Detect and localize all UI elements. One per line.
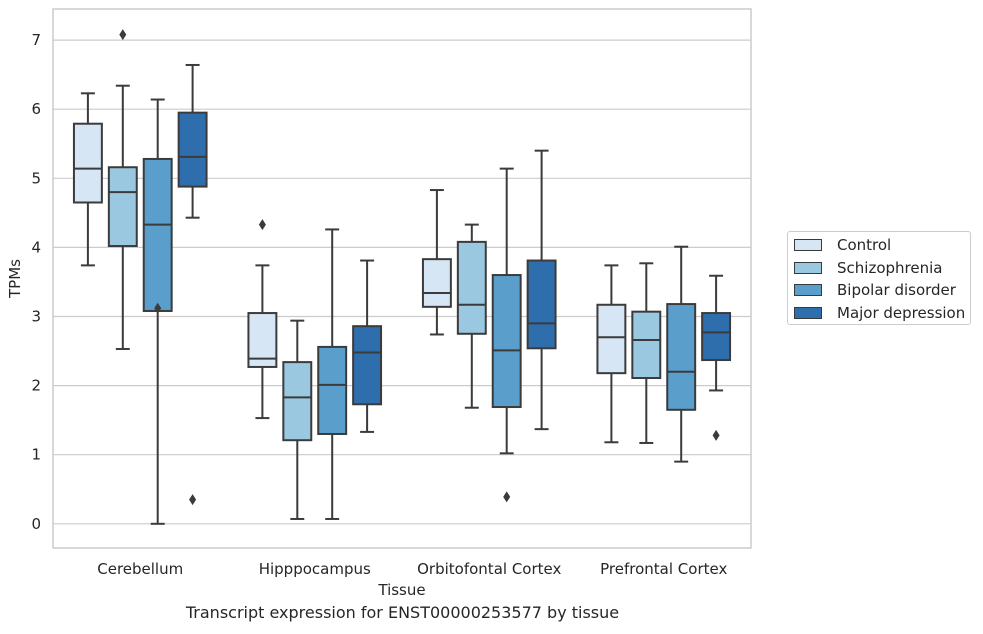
box: [596, 303, 627, 375]
y-tick-label: 5: [31, 169, 41, 187]
box: [491, 274, 522, 409]
box: [352, 325, 383, 406]
y-tick-label: 0: [31, 515, 41, 533]
legend-item: Schizophrenia: [794, 258, 942, 278]
outlier-point: [258, 219, 266, 231]
series-major-depression: [177, 63, 732, 506]
legend-item: Major depression: [794, 303, 965, 323]
x-tick-labels: Cerebellum Hipppocampus Orbitofontal Corte…: [97, 560, 727, 578]
y-tick-label: 7: [31, 31, 41, 49]
box: [456, 240, 487, 335]
y-tick-label: 1: [31, 446, 41, 464]
y-axis-label: TPMs: [6, 259, 24, 299]
plot-frame: [52, 8, 752, 549]
box: [526, 259, 557, 350]
box: [631, 310, 662, 380]
y-tick-labels: 0 1 2 3 4 5 6 7: [31, 31, 41, 533]
box: [701, 312, 732, 362]
legend-label: Schizophrenia: [837, 258, 943, 277]
legend-swatch: [794, 306, 822, 319]
x-tick-label: Prefrontal Cortex: [600, 560, 727, 578]
box: [107, 166, 138, 248]
x-tick-label: Orbitofontal Cortex: [417, 560, 561, 578]
series-control: [72, 92, 627, 444]
chart-caption: Transcript expression for ENST0000025357…: [185, 603, 620, 622]
outlier-point: [503, 491, 511, 503]
outlier-point: [712, 429, 720, 441]
x-tick-label: Cerebellum: [97, 560, 183, 578]
series-schizophrenia: [107, 29, 662, 520]
box-series: [72, 29, 732, 525]
box: [666, 303, 697, 411]
legend-swatch: [794, 261, 822, 274]
outlier-point: [189, 494, 197, 506]
x-axis-label: Tissue: [377, 581, 425, 599]
legend: Control Schizophrenia Bipolar disorder Majo…: [787, 231, 971, 325]
box: [142, 157, 173, 312]
box: [72, 122, 103, 204]
legend-item: Bipolar disorder: [794, 280, 956, 300]
outlier-point: [154, 302, 162, 314]
series-bipolar-disorder: [142, 98, 697, 525]
legend-label: Bipolar disorder: [837, 281, 956, 299]
legend-label: Major depression: [837, 303, 966, 322]
y-tick-label: 4: [31, 238, 41, 256]
y-tick-label: 2: [31, 377, 41, 395]
outlier-point: [119, 29, 127, 41]
box: [317, 345, 348, 435]
box: [282, 361, 313, 442]
box: [421, 258, 452, 308]
x-tick-label: Hipppocampus: [259, 560, 371, 578]
legend-swatch: [794, 284, 822, 296]
legend-item: Control: [794, 235, 891, 255]
y-tick-label: 3: [31, 308, 41, 326]
legend-label: Control: [837, 236, 892, 254]
box: [177, 111, 208, 188]
legend-swatch: [794, 239, 822, 251]
y-tick-label: 6: [31, 100, 41, 118]
